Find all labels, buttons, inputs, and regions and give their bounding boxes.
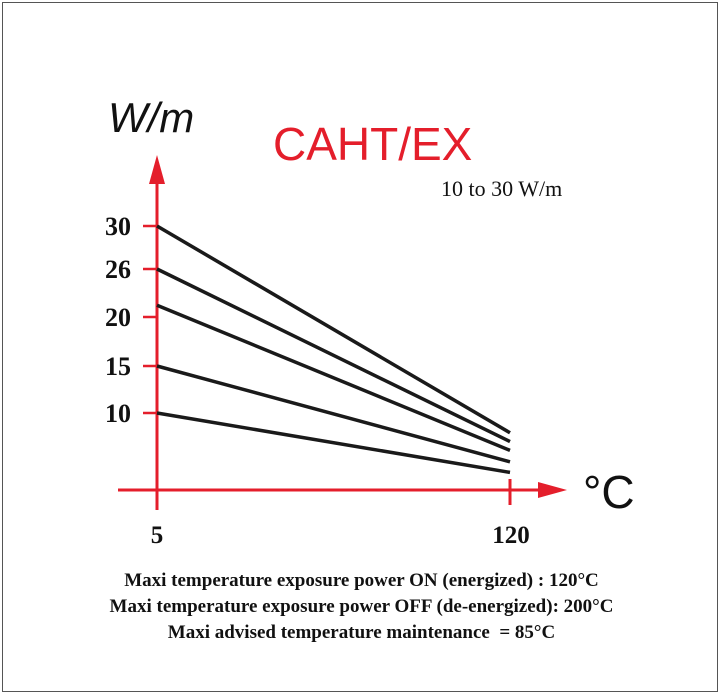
axes [118,155,567,510]
series-line-0 [156,224,511,435]
series-line-2 [156,303,511,453]
y-tick-label: 30 [105,212,131,241]
note-maintenance: Maxi advised temperature maintenance = 8… [167,622,556,643]
y-axis-arrow-icon [149,155,165,184]
series-line-1 [156,267,511,444]
x-tick-label-5: 5 [151,522,164,549]
notes-block: Maxi temperature exposure power ON (ener… [0,568,723,646]
x-axis-arrow-icon [538,482,567,498]
x-axis-label: °C [583,466,635,518]
series-line-3 [156,364,511,464]
note-power-off: Maxi temperature exposure power OFF (de-… [109,596,614,617]
x-tick-label-120: 120 [492,522,530,549]
note-power-on: Maxi temperature exposure power ON (ener… [124,570,599,591]
y-ticks: 10 15 20 26 30 [105,212,157,428]
y-tick-label: 15 [105,352,131,381]
chart-subtitle: 10 to 30 W/m [441,176,562,201]
series-lines [156,224,511,475]
series-line-4 [156,411,511,475]
y-tick-label: 10 [105,399,131,428]
chart-title: CAHT/EX [273,118,472,170]
y-axis-label: W/m [108,94,194,141]
y-tick-label: 26 [105,255,131,284]
y-tick-label: 20 [105,303,131,332]
